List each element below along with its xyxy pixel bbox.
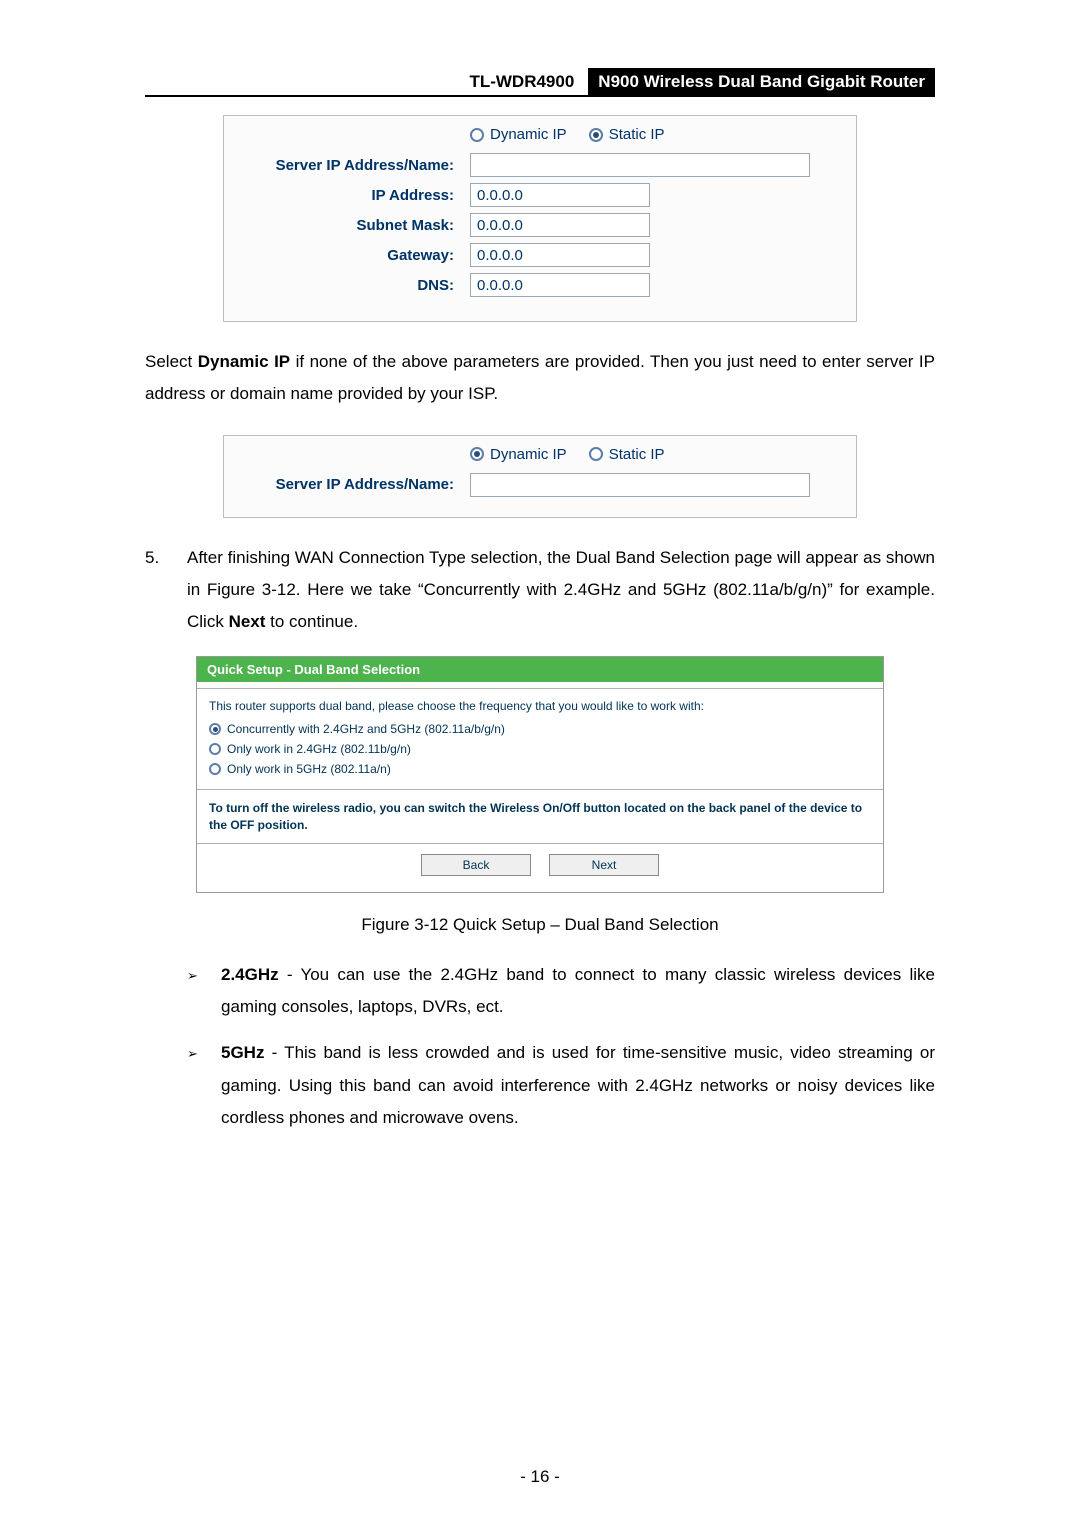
qs-buttons: Back Next bbox=[197, 843, 883, 888]
dynamic-ip-radio[interactable]: Dynamic IP bbox=[470, 126, 567, 143]
gateway-input[interactable] bbox=[470, 243, 650, 267]
next-button[interactable]: Next bbox=[549, 854, 659, 876]
qs-opt-2[interactable]: Only work in 2.4GHz (802.11b/g/n) bbox=[209, 739, 871, 759]
step-5: 5. After finishing WAN Connection Type s… bbox=[145, 542, 935, 639]
header-rule bbox=[145, 95, 935, 97]
bullet-text: 2.4GHz - You can use the 2.4GHz band to … bbox=[221, 959, 935, 1024]
txt: to continue. bbox=[265, 612, 358, 631]
ip-input[interactable] bbox=[470, 183, 650, 207]
bullet-bold: 5GHz bbox=[221, 1043, 264, 1062]
radio-icon bbox=[209, 743, 221, 755]
page: TL-WDR4900 N900 Wireless Dual Band Gigab… bbox=[0, 0, 1080, 1527]
qs-opt-3-label: Only work in 5GHz (802.11a/n) bbox=[227, 762, 391, 776]
ip-mode-row: Dynamic IP Static IP bbox=[246, 126, 834, 143]
static-ip-label: Static IP bbox=[609, 126, 665, 143]
radio-icon bbox=[470, 128, 484, 142]
radio-selected-icon bbox=[209, 723, 221, 735]
gateway-row: Gateway: bbox=[246, 243, 834, 267]
dynamic-ip-label: Dynamic IP bbox=[490, 126, 567, 143]
page-number: - 16 - bbox=[0, 1467, 1080, 1487]
txt: - This band is less crowded and is used … bbox=[221, 1043, 935, 1127]
qs-opt-1[interactable]: Concurrently with 2.4GHz and 5GHz (802.1… bbox=[209, 719, 871, 739]
txt-bold: Dynamic IP bbox=[198, 352, 290, 371]
dns-row: DNS: bbox=[246, 273, 834, 297]
ip-mode-row-2: Dynamic IP Static IP bbox=[246, 446, 834, 463]
dynamic-ip-box: Dynamic IP Static IP Server IP Address/N… bbox=[223, 435, 857, 518]
server-input-2[interactable] bbox=[470, 473, 810, 497]
bullet-icon: ➢ bbox=[187, 1037, 221, 1134]
radio-selected-icon bbox=[470, 447, 484, 461]
static-ip-label: Static IP bbox=[609, 446, 665, 463]
bullet-bold: 2.4GHz bbox=[221, 965, 279, 984]
ip-row: IP Address: bbox=[246, 183, 834, 207]
dynamic-ip-label: Dynamic IP bbox=[490, 446, 567, 463]
para-dynamic-ip: Select Dynamic IP if none of the above p… bbox=[145, 346, 935, 411]
bullet-icon: ➢ bbox=[187, 959, 221, 1024]
qs-note: To turn off the wireless radio, you can … bbox=[197, 789, 883, 842]
step-number: 5. bbox=[145, 542, 187, 639]
mask-input[interactable] bbox=[470, 213, 650, 237]
qs-opt-1-label: Concurrently with 2.4GHz and 5GHz (802.1… bbox=[227, 722, 505, 736]
txt: - You can use the 2.4GHz band to connect… bbox=[221, 965, 935, 1016]
server-label: Server IP Address/Name: bbox=[246, 476, 470, 493]
server-row-2: Server IP Address/Name: bbox=[246, 473, 834, 497]
radio-icon bbox=[209, 763, 221, 775]
qs-title: Quick Setup - Dual Band Selection bbox=[197, 657, 883, 682]
static-ip-radio[interactable]: Static IP bbox=[589, 126, 665, 143]
qs-body: This router supports dual band, please c… bbox=[197, 688, 883, 891]
qs-opt-3[interactable]: Only work in 5GHz (802.11a/n) bbox=[209, 759, 871, 779]
txt-bold: Next bbox=[229, 612, 266, 631]
server-row: Server IP Address/Name: bbox=[246, 153, 834, 177]
qs-intro: This router supports dual band, please c… bbox=[209, 699, 871, 713]
dns-label: DNS: bbox=[246, 277, 470, 294]
ip-label: IP Address: bbox=[246, 187, 470, 204]
bullet-5ghz: ➢ 5GHz - This band is less crowded and i… bbox=[187, 1037, 935, 1134]
model-label: TL-WDR4900 bbox=[459, 68, 588, 95]
content: Dynamic IP Static IP Server IP Address/N… bbox=[145, 115, 935, 1148]
qs-opt-2-label: Only work in 2.4GHz (802.11b/g/n) bbox=[227, 742, 411, 756]
static-ip-radio-2[interactable]: Static IP bbox=[589, 446, 665, 463]
radio-icon bbox=[589, 447, 603, 461]
step-text: After finishing WAN Connection Type sele… bbox=[187, 542, 935, 639]
quick-setup-box: Quick Setup - Dual Band Selection This r… bbox=[196, 656, 884, 892]
mask-label: Subnet Mask: bbox=[246, 217, 470, 234]
gateway-label: Gateway: bbox=[246, 247, 470, 264]
figure-caption: Figure 3-12 Quick Setup – Dual Band Sele… bbox=[145, 915, 935, 935]
bullet-2-4ghz: ➢ 2.4GHz - You can use the 2.4GHz band t… bbox=[187, 959, 935, 1024]
static-ip-box: Dynamic IP Static IP Server IP Address/N… bbox=[223, 115, 857, 322]
product-title: N900 Wireless Dual Band Gigabit Router bbox=[588, 68, 935, 95]
bullet-text: 5GHz - This band is less crowded and is … bbox=[221, 1037, 935, 1134]
txt: Select bbox=[145, 352, 198, 371]
dns-input[interactable] bbox=[470, 273, 650, 297]
mask-row: Subnet Mask: bbox=[246, 213, 834, 237]
doc-header: TL-WDR4900 N900 Wireless Dual Band Gigab… bbox=[459, 68, 935, 95]
back-button[interactable]: Back bbox=[421, 854, 531, 876]
radio-selected-icon bbox=[589, 128, 603, 142]
dynamic-ip-radio-2[interactable]: Dynamic IP bbox=[470, 446, 567, 463]
server-input[interactable] bbox=[470, 153, 810, 177]
server-label: Server IP Address/Name: bbox=[246, 157, 470, 174]
